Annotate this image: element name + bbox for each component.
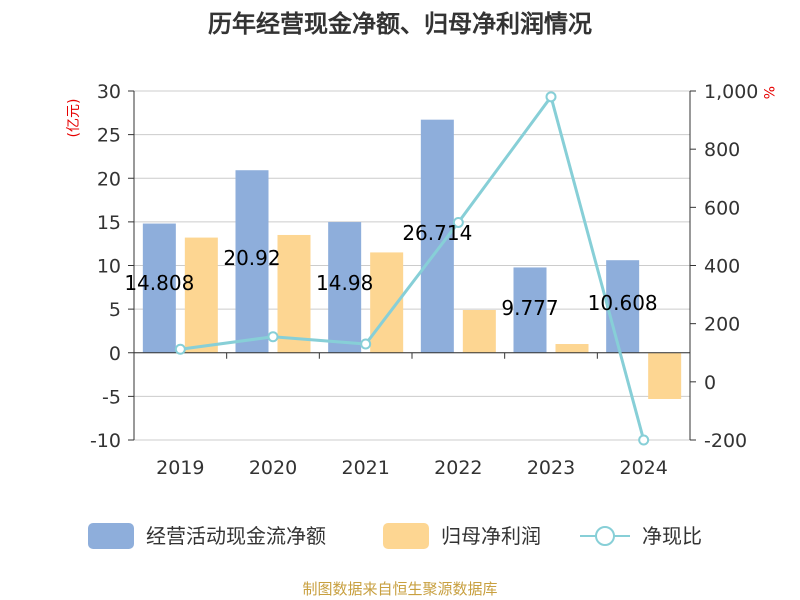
chart-title: 历年经营现金净额、归母净利润情况 <box>208 10 592 38</box>
data-label: 14.98 <box>316 271 373 295</box>
left-tick-label: 20 <box>97 168 121 190</box>
right-tick-label: 600 <box>704 197 740 219</box>
line-point <box>174 343 186 355</box>
bar <box>235 170 269 353</box>
right-tick-label: 200 <box>704 314 740 336</box>
bar <box>648 352 682 399</box>
x-tick-label: 2023 <box>527 457 575 479</box>
left-tick-label: 5 <box>109 299 121 321</box>
bar <box>328 222 362 353</box>
left-tick-label: 15 <box>97 212 121 234</box>
line-point <box>545 91 557 103</box>
bar <box>606 260 640 353</box>
legend-swatch-cashflow <box>88 523 134 549</box>
left-axis-unit: (亿元) <box>66 99 82 138</box>
data-label: 9.777 <box>501 296 558 320</box>
bar <box>513 267 547 353</box>
axes: 30 25 20 15 10 5 0 -5 -10 1,000 800 600 400 200 0 -200 2… <box>90 81 758 479</box>
right-tick-label: -200 <box>704 430 747 452</box>
data-label: 10.608 <box>588 291 658 315</box>
data-label: 14.808 <box>124 271 194 295</box>
bars <box>142 119 682 399</box>
right-axis-unit: % <box>760 86 776 99</box>
line-point <box>360 338 372 350</box>
legend-swatch-profit <box>383 523 429 549</box>
left-tick-label: -5 <box>102 386 121 408</box>
bar <box>142 223 176 353</box>
left-tick-label: 25 <box>97 125 121 147</box>
right-tick-label: 1,000 <box>704 81 758 103</box>
legend: 经营活动现金流净额 归母净利润 净现比 <box>88 523 702 549</box>
right-tick-label: 800 <box>704 139 740 161</box>
x-tick-label: 2024 <box>619 457 667 479</box>
bar <box>277 234 311 353</box>
x-tick-label: 2022 <box>434 457 482 479</box>
data-labels: 14.808 20.92 14.98 26.714 9.777 10.608 <box>124 221 657 320</box>
left-tick-label: 10 <box>97 256 121 278</box>
ratio-line-path <box>180 93 646 441</box>
legend-label-cashflow: 经营活动现金流净额 <box>146 524 326 548</box>
x-tick-label: 2019 <box>156 457 204 479</box>
left-tick-label: -10 <box>90 430 121 452</box>
line-point <box>638 434 650 446</box>
line-point <box>452 216 464 228</box>
data-label: 20.92 <box>223 246 280 270</box>
bar <box>462 309 496 353</box>
bar <box>555 344 589 353</box>
legend-marker-ratio <box>595 526 615 546</box>
right-tick-label: 0 <box>704 372 716 394</box>
source-note: 制图数据来自恒生聚源数据库 <box>302 580 497 598</box>
line-point <box>267 331 279 343</box>
x-tick-label: 2020 <box>249 457 297 479</box>
data-label: 26.714 <box>402 221 472 245</box>
ratio-line <box>174 91 650 446</box>
bar <box>184 237 218 353</box>
legend-label-ratio: 净现比 <box>642 524 702 548</box>
left-tick-label: 30 <box>97 81 121 103</box>
legend-label-profit: 归母净利润 <box>441 524 541 548</box>
right-tick-label: 400 <box>704 256 740 278</box>
x-tick-label: 2021 <box>341 457 389 479</box>
left-tick-label: 0 <box>109 343 121 365</box>
